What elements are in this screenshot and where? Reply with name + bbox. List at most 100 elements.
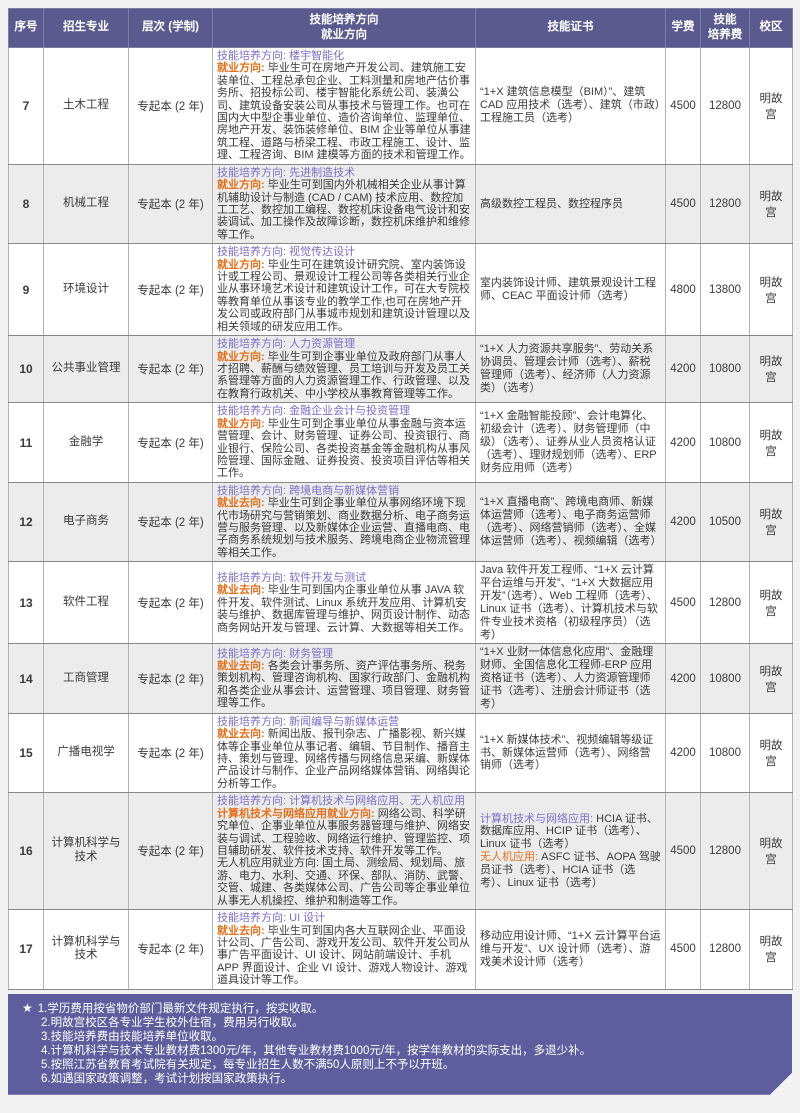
header-direction-line1: 技能培养方向 bbox=[309, 14, 379, 26]
certificates-cell: “1+X 业财一体信息化应用”、金融理财师、全国信息化工程师-ERP 应用资格证… bbox=[475, 643, 666, 714]
direction-cell: 技能培养方向: 计算机技术与网络应用、无人机应用 计算机技术与网络应用就业方向:… bbox=[212, 792, 476, 911]
row-number: 8 bbox=[8, 163, 44, 245]
certificates-cell: Java 软件开发工程师、“1+X 云计算平台运维与开发”、“1+X 大数据应用… bbox=[475, 561, 666, 645]
note-line-2: 2.明故宫校区各专业学生校外住宿，费用另行收取。 bbox=[41, 1016, 304, 1029]
skill-fee-value: 10800 bbox=[700, 712, 750, 794]
skill-direction-label: 技能培养方向: bbox=[217, 912, 290, 925]
level-duration: 专起本 (2 年) bbox=[128, 909, 213, 990]
employment-label: 就业方向: bbox=[217, 350, 268, 363]
campus-value: 明故宫 bbox=[749, 561, 793, 645]
row-number: 17 bbox=[8, 909, 44, 990]
major-name: 计算机科学与技术 bbox=[43, 792, 129, 911]
employment-text: 毕业生可到企事业单位及政府部门从事人才招聘、薪酬与绩效管理、员工培训与开发及员工… bbox=[217, 350, 470, 400]
skill-fee-value: 10800 bbox=[700, 402, 750, 483]
cert-group-label-drone: 无人机应用: bbox=[480, 851, 542, 864]
skill-direction-value: 跨境电商与新媒体营销 bbox=[289, 484, 400, 497]
level-duration: 专起本 (2 年) bbox=[128, 46, 213, 165]
tuition-value: 4200 bbox=[665, 643, 701, 714]
skill-direction-label: 技能培养方向: bbox=[217, 647, 290, 660]
footer-notes: ★ 1.学历费用按省物价部门最新文件规定执行，按实收取。 2.明故宫校区各专业学生… bbox=[8, 994, 792, 1095]
cert-group-label-network: 计算机技术与网络应用: bbox=[480, 812, 597, 825]
major-name: 机械工程 bbox=[43, 163, 129, 245]
row-number: 16 bbox=[8, 792, 44, 911]
row-number: 7 bbox=[8, 46, 44, 165]
header-tuition: 学费 bbox=[665, 8, 701, 48]
table-row: 15 广播电视学 专起本 (2 年) 技能培养方向: 新闻编导与新媒体运营 就业… bbox=[8, 712, 793, 794]
major-name: 电子商务 bbox=[43, 481, 129, 563]
employment-text: 毕业生可到国内企事业单位从事 JAVA 软件开发、软件测试、Linux 系统开发… bbox=[217, 584, 470, 634]
certificates-cell: “1+X 建筑信息模型（BIM）”、建筑 CAD 应用技术（选考）、建筑（市政）… bbox=[475, 46, 666, 165]
cert-group-text-network: HCIA 证书、数据库应用、HCIP 证书（选考）、Linux 证书（选考） bbox=[480, 812, 658, 851]
employment-text: 毕业生可到企事业单位从事网络环境下现代市场研究与营销策划、商业数据分析、电子商务… bbox=[217, 497, 470, 559]
row-number: 12 bbox=[8, 481, 44, 563]
employment-label: 就业去向: bbox=[217, 924, 268, 937]
table-row: 7 土木工程 专起本 (2 年) 技能培养方向: 楼宇智能化 就业方向: 毕业生… bbox=[8, 46, 793, 165]
skill-direction-value: 计算机技术与网络应用、无人机应用 bbox=[289, 795, 466, 808]
table-row: 13 软件工程 专起本 (2 年) 技能培养方向: 软件开发与测试 就业去向: … bbox=[8, 561, 793, 645]
table-row: 17 计算机科学与技术 专起本 (2 年) 技能培养方向: UI 设计 就业去向… bbox=[8, 909, 793, 990]
row-number: 9 bbox=[8, 243, 44, 337]
row-number: 15 bbox=[8, 712, 44, 794]
row-number: 13 bbox=[8, 561, 44, 645]
skill-direction-label: 技能培养方向: bbox=[217, 405, 290, 418]
major-name: 计算机科学与技术 bbox=[43, 909, 129, 990]
direction-cell: 技能培养方向: 视觉传达设计 就业方向: 毕业生可在建筑设计研究院、室内装饰设计… bbox=[212, 243, 476, 337]
certificates-cell: “1+X 人力资源共享服务”、劳动关系协调员、管理会计师（选考）、薪税管理师（选… bbox=[475, 335, 666, 404]
level-duration: 专起本 (2 年) bbox=[128, 643, 213, 714]
certificates-cell: “1+X 新媒体技术”、视频编辑等级证书、新媒体运营师（选考）、网络营销师（选考… bbox=[475, 712, 666, 794]
tuition-value: 4200 bbox=[665, 712, 701, 794]
tuition-value: 4500 bbox=[665, 163, 701, 245]
employment-label: 计算机技术与网络应用就业方向: bbox=[217, 807, 378, 820]
header-no: 序号 bbox=[8, 8, 44, 48]
major-name: 广播电视学 bbox=[43, 712, 129, 794]
employment-label: 就业方向: bbox=[217, 417, 268, 430]
major-name: 公共事业管理 bbox=[43, 335, 129, 404]
skill-direction-label: 技能培养方向: bbox=[217, 484, 290, 497]
header-campus: 校区 bbox=[749, 8, 793, 48]
tuition-value: 4800 bbox=[665, 243, 701, 337]
employment-label: 就业方向: bbox=[217, 62, 268, 75]
skill-direction-value: 先进制造技术 bbox=[289, 166, 356, 179]
direction-cell: 技能培养方向: 先进制造技术 就业方向: 毕业生可到国内外机械相关企业从事计算机… bbox=[212, 163, 476, 245]
direction-cell: 技能培养方向: 新闻编导与新媒体运营 就业去向: 新闻出版、报刊杂志、广播影视、… bbox=[212, 712, 476, 794]
skill-direction-value: UI 设计 bbox=[289, 912, 326, 925]
campus-value: 明故宫 bbox=[749, 712, 793, 794]
skill-direction-label: 技能培养方向: bbox=[217, 338, 290, 351]
header-level: 层次 (学制) bbox=[128, 8, 213, 48]
employment-text: 毕业生可在建筑设计研究院、室内装饰设计或工程公司、景观设计工程公司等各类相关行业… bbox=[217, 258, 470, 333]
employment-label: 就业去向: bbox=[217, 497, 268, 510]
major-name: 软件工程 bbox=[43, 561, 129, 645]
note-line-3: 3.技能培养费由技能培养单位收取。 bbox=[41, 1030, 224, 1043]
skill-fee-value: 10500 bbox=[700, 481, 750, 563]
direction-cell: 技能培养方向: 楼宇智能化 就业方向: 毕业生可在房地产开发公司、建筑施工安装单… bbox=[212, 46, 476, 165]
level-duration: 专起本 (2 年) bbox=[128, 243, 213, 337]
campus-value: 明故宫 bbox=[749, 643, 793, 714]
star-icon: ★ bbox=[22, 1000, 33, 1015]
employment-label: 就业去向: bbox=[217, 584, 268, 597]
direction-cell: 技能培养方向: 人力资源管理 就业方向: 毕业生可到企事业单位及政府部门从事人才… bbox=[212, 335, 476, 404]
major-name: 环境设计 bbox=[43, 243, 129, 337]
employment-text: 各类会计事务所、资产评估事务所、税务策划机构、管理咨询机构、国家行政部门、金融机… bbox=[217, 660, 470, 710]
table-header-row: 序号 招生专业 层次 (学制) 技能培养方向 就业方向 技能证书 学费 技能 培… bbox=[8, 8, 793, 48]
employment-text: 新闻出版、报刊杂志、广播影视、新兴媒体等企事业单位从事记者、编辑、节目制作、播音… bbox=[217, 728, 470, 790]
campus-value: 明故宫 bbox=[749, 46, 793, 165]
level-duration: 专起本 (2 年) bbox=[128, 792, 213, 911]
tuition-value: 4200 bbox=[665, 481, 701, 563]
header-direction: 技能培养方向 就业方向 bbox=[212, 8, 476, 48]
header-certificates: 技能证书 bbox=[475, 8, 666, 48]
header-major: 招生专业 bbox=[43, 8, 129, 48]
employment-text: 毕业生可在房地产开发公司、建筑施工安装单位、工程总承包企业、工料测量和房地产估价… bbox=[217, 62, 471, 162]
note-line-6: 6.如遇国家政策调整，考试计划按国家政策执行。 bbox=[41, 1072, 293, 1085]
certificates-cell: 室内装饰设计师、建筑景观设计工程师、CEAC 平面设计师（选考） bbox=[475, 243, 666, 337]
campus-value: 明故宫 bbox=[749, 335, 793, 404]
tuition-value: 4500 bbox=[665, 792, 701, 911]
certificates-cell: 移动应用设计师、“1+X 云计算平台运维与开发”、UX 设计师（选考）、游戏美术… bbox=[475, 909, 666, 990]
skill-direction-label: 技能培养方向: bbox=[217, 246, 290, 259]
tuition-value: 4500 bbox=[665, 561, 701, 645]
level-duration: 专起本 (2 年) bbox=[128, 712, 213, 794]
certificates-cell: “1+X 直播电商”、跨境电商师、新媒体运营师（选考）、电子商务运营师（选考）、… bbox=[475, 481, 666, 563]
employment-label: 就业去向: bbox=[217, 660, 268, 672]
skill-fee-value: 12800 bbox=[700, 561, 750, 645]
certificates-cell: 计算机技术与网络应用: HCIA 证书、数据库应用、HCIP 证书（选考）、Li… bbox=[475, 792, 666, 911]
